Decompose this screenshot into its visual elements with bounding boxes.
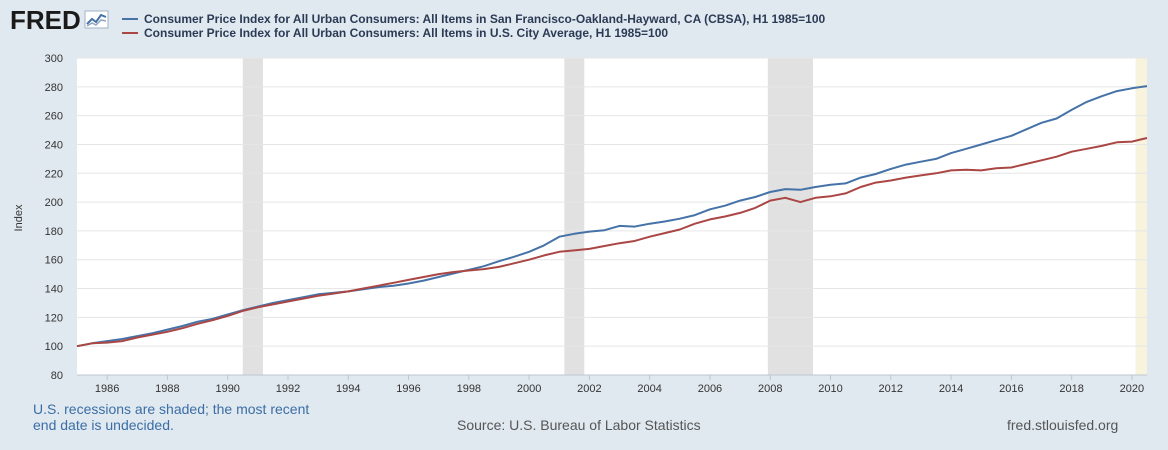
x-tick-label-2018: 2018 bbox=[1059, 383, 1083, 395]
recession-band-2 bbox=[767, 58, 814, 375]
y-tick-label-200: 200 bbox=[45, 197, 63, 209]
x-tick-label-2016: 2016 bbox=[999, 383, 1023, 395]
legend-swatch-sf bbox=[122, 18, 138, 20]
recession-note-line1: U.S. recessions are shaded; the most rec… bbox=[33, 401, 310, 417]
x-tick-label-1992: 1992 bbox=[276, 383, 300, 395]
x-tick-label-2006: 2006 bbox=[698, 383, 722, 395]
fred-logo[interactable]: FRED bbox=[10, 6, 110, 34]
x-tick-label-2004: 2004 bbox=[637, 383, 661, 395]
recession-note: U.S. recessions are shaded; the most rec… bbox=[33, 401, 333, 433]
logo-text: FRED bbox=[10, 5, 81, 35]
legend-label-us: Consumer Price Index for All Urban Consu… bbox=[144, 26, 669, 40]
x-tick-label-1990: 1990 bbox=[215, 383, 239, 395]
y-tick-label-180: 180 bbox=[45, 226, 63, 238]
x-tick-label-2010: 2010 bbox=[818, 383, 842, 395]
y-tick-label-260: 260 bbox=[45, 111, 63, 123]
x-tick-label-1998: 1998 bbox=[457, 383, 481, 395]
y-axis: 80 100 120 140 160 180 200 220 240 260 280 300 bbox=[45, 53, 63, 382]
recession-note-line2: end date is undecided. bbox=[33, 417, 174, 433]
x-tick-label-2000: 2000 bbox=[517, 383, 541, 395]
grid-lines bbox=[77, 57, 1147, 376]
recession-shading bbox=[242, 58, 1147, 375]
source-note: Source: U.S. Bureau of Labor Statistics bbox=[457, 417, 701, 433]
chart-legend: Consumer Price Index for All Urban Consu… bbox=[122, 12, 825, 40]
series-lines bbox=[76, 85, 1148, 348]
plot-background bbox=[77, 58, 1147, 375]
y-tick-label-80: 80 bbox=[51, 370, 63, 382]
x-tick-label-1996: 1996 bbox=[396, 383, 420, 395]
y-axis-label: Index bbox=[13, 204, 25, 231]
y-tick-label-140: 140 bbox=[45, 284, 63, 296]
legend-label-sf: Consumer Price Index for All Urban Consu… bbox=[144, 12, 826, 26]
x-tick-label-1988: 1988 bbox=[155, 383, 179, 395]
y-tick-label-100: 100 bbox=[45, 341, 63, 353]
legend-item-us[interactable]: Consumer Price Index for All Urban Consu… bbox=[122, 26, 825, 40]
x-tick-label-2020: 2020 bbox=[1120, 383, 1144, 395]
x-tick-label-2012: 2012 bbox=[879, 383, 903, 395]
series-line-us bbox=[76, 137, 1148, 348]
x-axis: 1986 1988 1990 1992 1994 1996 1998 2000 2002 2004… bbox=[77, 374, 1147, 395]
x-tick-label-2014: 2014 bbox=[939, 383, 963, 395]
x-tick-label-2002: 2002 bbox=[577, 383, 601, 395]
recession-band-undecided bbox=[1135, 58, 1147, 375]
recession-band-1 bbox=[564, 58, 585, 375]
y-tick-label-160: 160 bbox=[45, 255, 63, 267]
legend-swatch-us bbox=[122, 32, 138, 34]
site-link[interactable]: fred.stlouisfed.org bbox=[1007, 417, 1119, 433]
plot-area bbox=[77, 58, 1147, 375]
recession-band-0 bbox=[242, 58, 263, 375]
x-tick-label-2008: 2008 bbox=[758, 383, 782, 395]
y-tick-label-240: 240 bbox=[45, 139, 63, 151]
chart-logo-icon bbox=[84, 10, 109, 29]
y-tick-label-220: 220 bbox=[45, 168, 63, 180]
y-tick-label-280: 280 bbox=[45, 82, 63, 94]
legend-item-sf[interactable]: Consumer Price Index for All Urban Consu… bbox=[122, 12, 825, 26]
x-tick-label-1986: 1986 bbox=[95, 383, 119, 395]
y-tick-label-300: 300 bbox=[45, 53, 63, 65]
y-tick-label-120: 120 bbox=[45, 312, 63, 324]
x-tick-label-1994: 1994 bbox=[336, 383, 360, 395]
